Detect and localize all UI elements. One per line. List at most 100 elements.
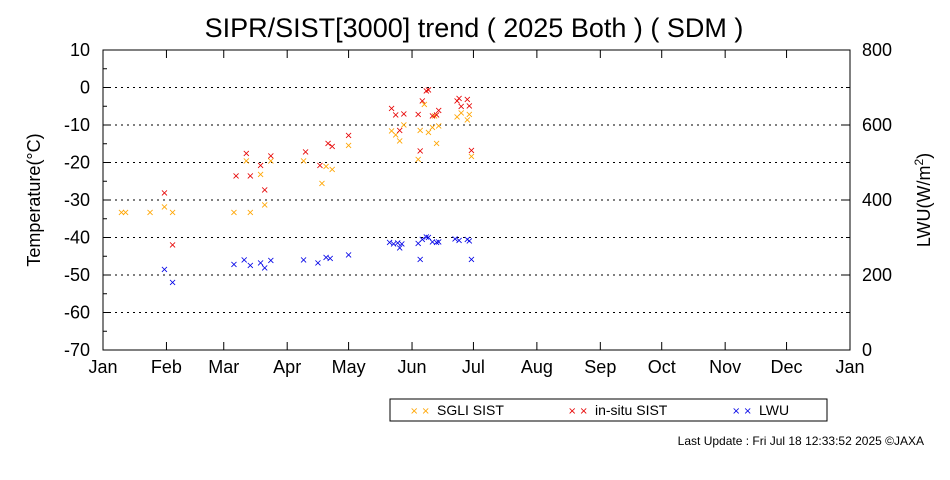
- legend: × × SGLI SIST × × in-situ SIST × × LWU: [389, 398, 828, 422]
- data-point: ×: [416, 254, 424, 265]
- data-point: ×: [246, 208, 254, 219]
- data-point: ×: [414, 239, 422, 250]
- data-point: ×: [260, 263, 268, 274]
- data-point: ×: [467, 254, 475, 265]
- data-point: ×: [344, 131, 352, 142]
- data-point: ×: [121, 208, 129, 219]
- data-point: ×: [394, 238, 402, 249]
- legend-marker: × ×: [410, 406, 430, 417]
- data-point: ×: [299, 255, 307, 266]
- data-point: ×: [385, 238, 393, 249]
- data-point: ×: [318, 179, 326, 190]
- y2-label-end: ): [914, 153, 934, 159]
- legend-marker: × ×: [568, 406, 588, 417]
- x-tick-label: Sep: [584, 357, 616, 377]
- data-point: ×: [463, 235, 471, 246]
- data-point: ×: [467, 146, 475, 157]
- data-point: ×: [322, 253, 330, 264]
- data-point: ×: [160, 188, 168, 199]
- y2-tick-label: 800: [862, 40, 892, 60]
- data-point: ×: [230, 208, 238, 219]
- y2-label-sup: 2: [912, 159, 926, 166]
- legend-label: in-situ SIST: [595, 402, 668, 418]
- data-point: ×: [428, 237, 436, 248]
- data-point: ×: [400, 109, 408, 120]
- data-point: ×: [396, 243, 404, 254]
- y2-tick-label: 200: [862, 265, 892, 285]
- y-tick-label: -70: [64, 340, 90, 360]
- x-tick-label: Aug: [521, 357, 553, 377]
- x-tick-label: Nov: [709, 357, 741, 377]
- y2-label-main: LWU(W/m: [914, 166, 934, 248]
- data-points: ×× ××× ×××××× ×××××××××××××××××××××××××××××…: [117, 85, 475, 289]
- x-tick-label: Jan: [835, 357, 864, 377]
- data-point: ×: [422, 232, 430, 243]
- data-point: ×: [168, 278, 176, 289]
- data-point: ×: [240, 255, 248, 266]
- data-point: ×: [453, 96, 461, 107]
- data-point: ×: [424, 128, 432, 139]
- y-tick-label: -30: [64, 190, 90, 210]
- data-point: ×: [434, 106, 442, 117]
- data-point: ×: [418, 235, 426, 246]
- y2-axis-label: LWU(W/m2): [912, 153, 934, 247]
- data-point: ×: [232, 171, 240, 182]
- y-tick-label: -20: [64, 153, 90, 173]
- data-point: ×: [328, 142, 336, 153]
- tick-labels: 100-10-20-30-40-50-60-708006004002000Jan…: [64, 40, 892, 377]
- data-point: ×: [467, 151, 475, 162]
- data-point: ×: [314, 258, 322, 269]
- x-tick-label: Apr: [273, 357, 301, 377]
- x-tick-label: Feb: [151, 357, 182, 377]
- data-point: ×: [387, 104, 395, 115]
- data-point: ×: [267, 256, 275, 267]
- data-point: ×: [434, 121, 442, 132]
- data-point: ×: [424, 233, 432, 244]
- legend-marker: × ×: [732, 406, 752, 417]
- series-in-situ-sist: ×××××××× ××××××××× ××××××××××××××: [160, 85, 475, 251]
- y2-tick-label: 0: [862, 340, 872, 360]
- y-tick-label: -40: [64, 228, 90, 248]
- x-tick-label: Dec: [771, 357, 803, 377]
- data-point: ×: [453, 112, 461, 123]
- data-point: ×: [457, 108, 465, 119]
- data-point: ×: [428, 111, 436, 122]
- data-point: ×: [260, 200, 268, 211]
- data-point: ×: [117, 208, 125, 219]
- data-point: ×: [465, 101, 473, 112]
- data-point: ×: [391, 110, 399, 121]
- data-point: ×: [242, 156, 250, 167]
- series-lwu: ××× ×× ××× × ××× ×××××× ×××××××× ×× ×××: [160, 232, 475, 289]
- x-tick-label: Jul: [462, 357, 485, 377]
- data-point: ×: [344, 250, 352, 261]
- y-tick-label: 0: [80, 78, 90, 98]
- data-point: ×: [463, 94, 471, 105]
- data-point: ×: [465, 110, 473, 121]
- data-point: ×: [168, 240, 176, 251]
- data-point: ×: [168, 208, 176, 219]
- legend-label: SGLI SIST: [437, 402, 504, 418]
- x-tick-label: Mar: [208, 357, 239, 377]
- data-point: ×: [432, 238, 440, 249]
- x-tick-label: Jun: [398, 357, 427, 377]
- data-point: ×: [389, 239, 397, 250]
- x-tick-label: Jan: [88, 357, 117, 377]
- data-point: ×: [160, 202, 168, 213]
- data-point: ×: [434, 237, 442, 248]
- y-tick-label: -60: [64, 303, 90, 323]
- data-point: ×: [387, 126, 395, 137]
- data-point: ×: [396, 125, 404, 136]
- data-point: ×: [316, 160, 324, 171]
- data-point: ×: [418, 96, 426, 107]
- data-point: ×: [398, 239, 406, 250]
- data-point: ×: [299, 156, 307, 167]
- y-tick-label: -10: [64, 115, 90, 135]
- data-point: ×: [324, 139, 332, 150]
- data-point: ×: [451, 234, 459, 245]
- data-point: ×: [246, 171, 254, 182]
- data-point: ×: [400, 120, 408, 131]
- y2-tick-label: 600: [862, 115, 892, 135]
- data-point: ×: [416, 125, 424, 136]
- data-point: ×: [432, 110, 440, 121]
- data-point: ×: [267, 156, 275, 167]
